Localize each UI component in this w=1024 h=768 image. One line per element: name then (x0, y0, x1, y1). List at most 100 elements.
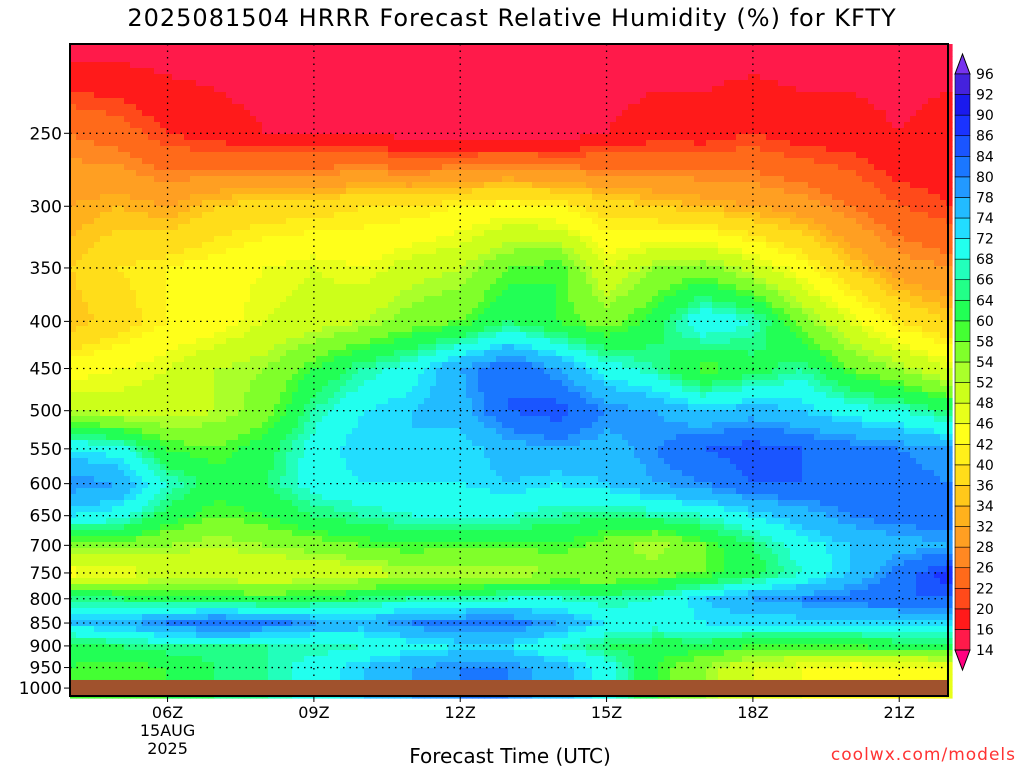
rh-cell (550, 170, 557, 177)
rh-cell (370, 122, 377, 129)
rh-cell (316, 242, 323, 249)
rh-cell (916, 194, 923, 201)
rh-cell (484, 50, 491, 57)
rh-cell (136, 200, 143, 207)
rh-cell (832, 92, 839, 99)
rh-cell (718, 44, 725, 51)
rh-cell (838, 110, 845, 117)
rh-cell (634, 140, 641, 147)
rh-cell (616, 98, 623, 105)
rh-cell (112, 212, 119, 219)
rh-cell (508, 98, 515, 105)
rh-cell (94, 212, 101, 219)
rh-cell (718, 182, 725, 189)
rh-cell (118, 128, 125, 135)
rh-cell (892, 242, 899, 249)
rh-cell (322, 110, 329, 117)
rh-cell (622, 56, 629, 63)
rh-cell (544, 176, 551, 183)
rh-cell (466, 212, 473, 219)
rh-cell (790, 230, 797, 237)
rh-cell (556, 104, 563, 111)
rh-cell (808, 224, 815, 231)
rh-cell (70, 230, 77, 237)
rh-cell (688, 230, 695, 237)
rh-cell (688, 188, 695, 195)
rh-cell (820, 62, 827, 69)
rh-cell (136, 218, 143, 225)
rh-cell (214, 152, 221, 159)
rh-cell (712, 98, 719, 105)
rh-cell (526, 146, 533, 153)
rh-cell (514, 62, 521, 69)
rh-cell (220, 92, 227, 99)
rh-cell (292, 44, 299, 51)
rh-cell (130, 134, 137, 141)
rh-cell (934, 188, 941, 195)
rh-cell (718, 86, 725, 93)
rh-cell (526, 104, 533, 111)
rh-cell (340, 236, 347, 243)
rh-cell (490, 224, 497, 231)
rh-cell (166, 92, 173, 99)
rh-cell (232, 122, 239, 129)
rh-cell (148, 116, 155, 123)
rh-cell (736, 194, 743, 201)
rh-cell (538, 224, 545, 231)
rh-cell (910, 224, 917, 231)
rh-cell (100, 236, 107, 243)
rh-cell (124, 170, 131, 177)
rh-cell (634, 56, 641, 63)
rh-cell (124, 68, 131, 75)
rh-cell (790, 122, 797, 129)
rh-cell (916, 224, 923, 231)
rh-cell (460, 80, 467, 87)
rh-cell (238, 212, 245, 219)
rh-cell (460, 200, 467, 207)
rh-cell (388, 110, 395, 117)
rh-cell (70, 194, 77, 201)
rh-cell (580, 182, 587, 189)
rh-cell (838, 224, 845, 231)
rh-cell (442, 104, 449, 111)
rh-cell (238, 50, 245, 57)
rh-cell (694, 164, 701, 171)
rh-cell (376, 152, 383, 159)
rh-cell (262, 44, 269, 51)
rh-cell (838, 104, 845, 111)
rh-cell (718, 92, 725, 99)
rh-cell (250, 116, 257, 123)
rh-cell (244, 236, 251, 243)
rh-cell (730, 146, 737, 153)
rh-cell (184, 236, 191, 243)
rh-cell (850, 104, 857, 111)
rh-cell (430, 122, 437, 129)
rh-cell (328, 194, 335, 201)
rh-cell (892, 230, 899, 237)
rh-cell (766, 80, 773, 87)
rh-cell (622, 206, 629, 213)
rh-cell (790, 68, 797, 75)
rh-cell (664, 170, 671, 177)
rh-cell (304, 158, 311, 165)
rh-cell (718, 134, 725, 141)
rh-cell (580, 50, 587, 57)
rh-cell (256, 98, 263, 105)
rh-cell (898, 242, 905, 249)
rh-cell (724, 158, 731, 165)
rh-cell (664, 182, 671, 189)
rh-cell (526, 68, 533, 75)
rh-cell (556, 152, 563, 159)
rh-cell (424, 134, 431, 141)
rh-cell (394, 140, 401, 147)
rh-cell (592, 92, 599, 99)
rh-cell (658, 50, 665, 57)
rh-cell (376, 104, 383, 111)
rh-cell (340, 200, 347, 207)
rh-cell (160, 188, 167, 195)
rh-cell (586, 104, 593, 111)
rh-cell (178, 182, 185, 189)
rh-cell (562, 140, 569, 147)
rh-cell (484, 188, 491, 195)
rh-cell (472, 140, 479, 147)
